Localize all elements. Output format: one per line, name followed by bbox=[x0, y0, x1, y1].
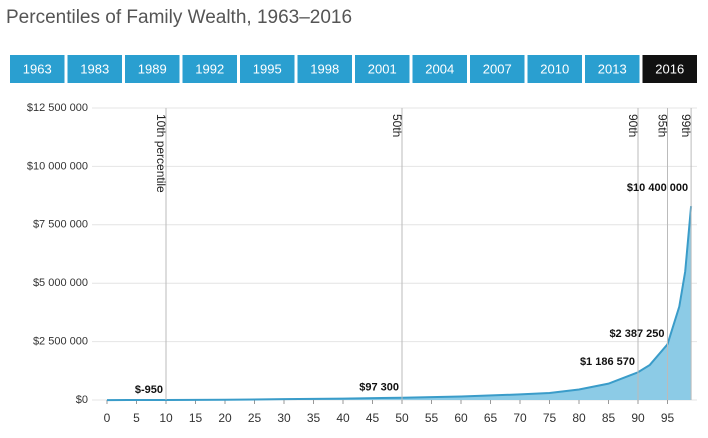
x-tick-label: 80 bbox=[572, 411, 586, 425]
x-tick-label: 30 bbox=[277, 411, 291, 425]
year-button-label[interactable]: 2007 bbox=[483, 61, 512, 76]
year-button-label[interactable]: 2016 bbox=[655, 61, 684, 76]
area bbox=[107, 206, 692, 401]
x-tick-label: 20 bbox=[218, 411, 232, 425]
year-button-label[interactable]: 1995 bbox=[253, 61, 282, 76]
year-button[interactable] bbox=[240, 55, 295, 83]
y-tick-label: $10 000 000 bbox=[27, 160, 88, 172]
year-button-label[interactable]: 1998 bbox=[310, 61, 339, 76]
x-tick-label: 85 bbox=[602, 411, 616, 425]
year-button[interactable] bbox=[642, 55, 698, 83]
year-button[interactable] bbox=[412, 55, 468, 83]
x-tick-label: 90 bbox=[631, 411, 645, 425]
data-label: $2 387 250 bbox=[609, 328, 664, 340]
data-label: $97 300 bbox=[359, 382, 399, 394]
year-button-label[interactable]: 2004 bbox=[425, 61, 454, 76]
x-tick-label: 95 bbox=[661, 411, 675, 425]
x-tick-label: 50 bbox=[395, 411, 409, 425]
reference-label: 99th bbox=[679, 114, 693, 137]
year-button-label[interactable]: 2010 bbox=[540, 61, 569, 76]
data-label: $10 400 000 bbox=[627, 182, 688, 194]
x-tick-label: 60 bbox=[454, 411, 468, 425]
x-tick-label: 15 bbox=[189, 411, 203, 425]
x-tick-label: 55 bbox=[425, 411, 439, 425]
x-tick-label: 10 bbox=[159, 411, 173, 425]
year-button[interactable] bbox=[355, 55, 410, 83]
year-button-label[interactable]: 2013 bbox=[598, 61, 627, 76]
x-tick-label: 0 bbox=[104, 411, 111, 425]
year-button-label[interactable]: 1983 bbox=[80, 61, 109, 76]
year-button[interactable] bbox=[125, 55, 180, 83]
year-button-label[interactable]: 1989 bbox=[138, 61, 167, 76]
x-tick-label: 40 bbox=[336, 411, 350, 425]
x-tick-label: 70 bbox=[513, 411, 527, 425]
year-button[interactable] bbox=[182, 55, 238, 83]
year-button[interactable] bbox=[527, 55, 583, 83]
y-tick-label: $0 bbox=[76, 394, 88, 406]
x-tick-label: 35 bbox=[307, 411, 321, 425]
reference-label: 50th bbox=[390, 114, 404, 137]
x-tick-label: 45 bbox=[366, 411, 380, 425]
y-tick-label: $12 500 000 bbox=[27, 102, 88, 114]
reference-label: 90th bbox=[626, 114, 640, 137]
data-label: $1 186 570 bbox=[580, 356, 635, 368]
area-line bbox=[106, 206, 693, 402]
year-button[interactable] bbox=[67, 55, 123, 83]
x-tick-label: 5 bbox=[133, 411, 140, 425]
year-button[interactable] bbox=[10, 55, 65, 83]
reference-label: 10th percentile bbox=[154, 114, 168, 193]
x-tick-label: 75 bbox=[543, 411, 557, 425]
x-tick-label: 25 bbox=[248, 411, 262, 425]
year-button-label[interactable]: 1963 bbox=[23, 61, 52, 76]
x-tick-label: 65 bbox=[484, 411, 498, 425]
page-title: Percentiles of Family Wealth, 1963–2016 bbox=[6, 7, 352, 28]
year-button[interactable] bbox=[297, 55, 353, 83]
year-button-label[interactable]: 1992 bbox=[195, 61, 224, 76]
y-tick-label: $7 500 000 bbox=[33, 219, 88, 231]
year-button-label[interactable]: 2001 bbox=[368, 61, 397, 76]
y-tick-label: $2 500 000 bbox=[33, 336, 88, 348]
reference-label: 95th bbox=[655, 114, 669, 137]
year-button[interactable] bbox=[585, 55, 640, 83]
year-button[interactable] bbox=[470, 55, 525, 83]
y-tick-label: $5 000 000 bbox=[33, 277, 88, 289]
data-label: $-950 bbox=[135, 384, 163, 396]
